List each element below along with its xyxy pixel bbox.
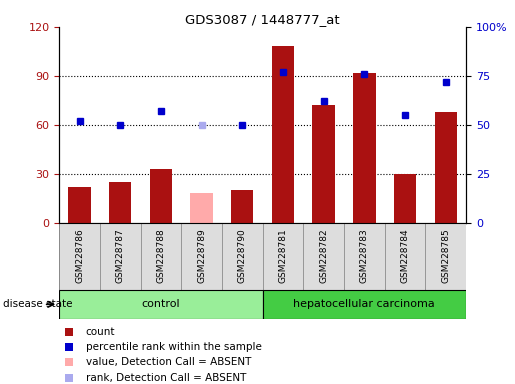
Bar <box>394 174 416 223</box>
Text: GSM228781: GSM228781 <box>279 228 287 283</box>
Bar <box>231 190 253 223</box>
Bar <box>353 73 375 223</box>
Bar <box>59 223 100 290</box>
Text: rank, Detection Call = ABSENT: rank, Detection Call = ABSENT <box>85 372 246 383</box>
Text: GSM228784: GSM228784 <box>401 228 409 283</box>
Bar <box>344 223 385 290</box>
Text: GSM228783: GSM228783 <box>360 228 369 283</box>
Bar <box>141 223 181 290</box>
Bar <box>222 223 263 290</box>
Bar <box>303 223 344 290</box>
Bar <box>181 223 222 290</box>
Text: GSM228785: GSM228785 <box>441 228 450 283</box>
Text: GSM228788: GSM228788 <box>157 228 165 283</box>
Bar <box>263 290 466 319</box>
Text: control: control <box>142 299 180 310</box>
Text: value, Detection Call = ABSENT: value, Detection Call = ABSENT <box>85 358 251 367</box>
Bar <box>100 223 141 290</box>
Bar <box>272 46 294 223</box>
Bar <box>435 112 457 223</box>
Text: GSM228789: GSM228789 <box>197 228 206 283</box>
Bar <box>385 223 425 290</box>
Bar <box>59 290 263 319</box>
Text: hepatocellular carcinoma: hepatocellular carcinoma <box>294 299 435 310</box>
Text: disease state: disease state <box>3 299 72 310</box>
Text: percentile rank within the sample: percentile rank within the sample <box>85 342 262 352</box>
Bar <box>313 105 335 223</box>
Text: GSM228790: GSM228790 <box>238 228 247 283</box>
Bar <box>150 169 172 223</box>
Bar <box>68 187 91 223</box>
Title: GDS3087 / 1448777_at: GDS3087 / 1448777_at <box>185 13 340 26</box>
Text: GSM228787: GSM228787 <box>116 228 125 283</box>
Bar <box>263 223 303 290</box>
Text: GSM228782: GSM228782 <box>319 228 328 283</box>
Bar <box>425 223 466 290</box>
Bar <box>191 194 213 223</box>
Bar <box>109 182 131 223</box>
Text: count: count <box>85 327 115 337</box>
Text: GSM228786: GSM228786 <box>75 228 84 283</box>
